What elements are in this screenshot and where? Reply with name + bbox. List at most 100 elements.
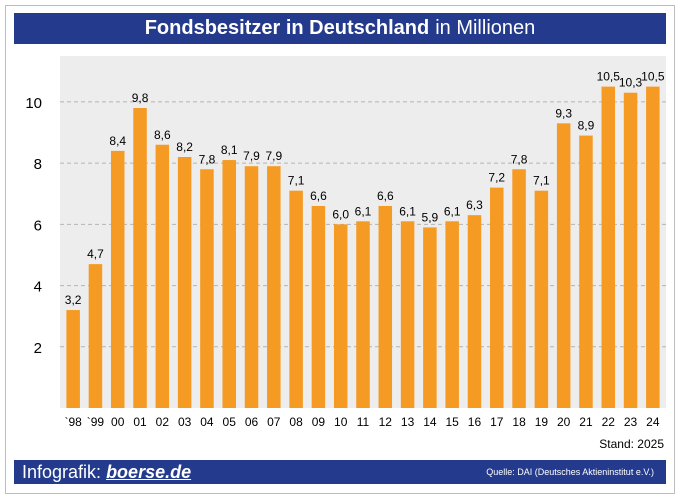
value-label: 6,3 [466, 198, 483, 212]
bar [155, 144, 170, 409]
x-tick-label: 19 [535, 415, 549, 429]
bar [601, 86, 616, 408]
bar [200, 169, 214, 408]
x-tick-label: 24 [646, 415, 660, 429]
x-tick-label: `99 [87, 415, 105, 429]
value-label: 8,6 [154, 128, 171, 142]
value-label: 8,4 [109, 134, 126, 148]
bar [556, 123, 571, 409]
bar [423, 227, 437, 408]
x-tick-label: 05 [223, 415, 237, 429]
bar [400, 221, 415, 408]
x-tick-label: 14 [423, 415, 437, 429]
bar [110, 150, 125, 408]
x-tick-label: 01 [133, 415, 147, 429]
x-tick-label: 15 [446, 415, 460, 429]
chart-title-bold: Fondsbesitzer in Deutschland [144, 17, 430, 39]
x-tick-label: 21 [579, 415, 593, 429]
infografik-label: Infografik: [22, 461, 102, 482]
value-label: 3,2 [65, 293, 82, 307]
bar [378, 205, 393, 408]
x-tick-label: 11 [357, 415, 370, 429]
value-label: 10,5 [597, 70, 621, 84]
value-label: 8,2 [176, 140, 193, 154]
bar [467, 215, 482, 408]
bar [66, 310, 80, 408]
bar [623, 92, 638, 408]
value-label: 9,3 [555, 106, 572, 120]
value-label: 4,7 [87, 247, 104, 261]
bar [579, 135, 593, 408]
value-label: 6,0 [332, 207, 349, 221]
value-label: 6,1 [355, 204, 372, 218]
x-tick-label: 17 [490, 415, 504, 429]
x-tick-label: 10 [334, 415, 348, 429]
bar [311, 205, 326, 408]
x-tick-labels: `98 `99 00 01 02 03 04 05 06 07 08 09 10 11 12 13 14 15 16… [64, 415, 659, 429]
value-label: 7,1 [533, 174, 550, 188]
bar [512, 169, 526, 408]
x-tick-label: 13 [401, 415, 415, 429]
bar [356, 221, 370, 408]
bar [445, 221, 459, 408]
footer-credit: Infografik: boerse.de [22, 462, 191, 483]
x-tick-label: 02 [156, 415, 170, 429]
y-tick-label: 6 [34, 217, 42, 234]
bar [490, 187, 504, 408]
value-label: 10,5 [641, 70, 665, 84]
title-bar: Fondsbesitzer in Deutschland in Millione… [14, 13, 666, 44]
value-label: 6,1 [399, 204, 416, 218]
value-label: 6,1 [444, 204, 461, 218]
bar [88, 264, 103, 408]
value-label: 9,8 [132, 91, 149, 105]
value-label: 8,1 [221, 143, 238, 157]
x-tick-label: 09 [312, 415, 326, 429]
y-tick-label: 2 [34, 340, 42, 357]
x-tick-label: 00 [111, 415, 125, 429]
bar [333, 224, 348, 408]
value-label: 7,9 [243, 149, 260, 163]
x-tick-label: 16 [468, 415, 482, 429]
bar [177, 157, 192, 408]
value-label: 10,3 [619, 76, 643, 90]
value-label: 8,9 [578, 119, 595, 133]
y-tick-label: 4 [34, 279, 42, 296]
source-note: Quelle: DAI (Deutsches Aktieninstitut e.… [486, 467, 654, 477]
value-label: 7,2 [488, 171, 505, 185]
value-label: 6,6 [377, 189, 394, 203]
x-tick-label: 06 [245, 415, 259, 429]
bar [534, 190, 549, 408]
bars [66, 86, 660, 409]
bar [244, 166, 259, 408]
bar [646, 86, 660, 408]
x-tick-label: 12 [379, 415, 393, 429]
value-label: 6,6 [310, 189, 327, 203]
value-label: 7,8 [199, 152, 216, 166]
x-tick-label: 22 [602, 415, 616, 429]
x-tick-label: 03 [178, 415, 192, 429]
x-tick-label: 04 [200, 415, 214, 429]
y-tick-labels: 2 4 6 8 10 [25, 95, 42, 357]
value-label: 7,1 [288, 174, 305, 188]
bar [289, 190, 303, 408]
bar [133, 108, 147, 408]
chart-title-unit: in Millionen [435, 17, 536, 39]
x-tick-label: 07 [267, 415, 281, 429]
value-label: 5,9 [422, 210, 439, 224]
footer-bar: Infografik: boerse.de Quelle: DAI (Deuts… [14, 460, 666, 484]
x-tick-label: 08 [289, 415, 303, 429]
y-tick-label: 8 [34, 156, 42, 173]
stand-date: Stand: 2025 [599, 437, 664, 451]
bar [267, 166, 281, 408]
bar [222, 160, 236, 408]
value-label: 7,9 [265, 149, 282, 163]
x-tick-label: 18 [512, 415, 526, 429]
value-labels: 3,2 4,7 8,4 9,8 8,6 8,2 7,8 8,1 7,9 7,9 7,1 6,6 6,0 6… [65, 70, 665, 307]
y-tick-label: 10 [25, 95, 42, 112]
x-tick-label: 20 [557, 415, 571, 429]
x-tick-label: 23 [624, 415, 638, 429]
x-tick-label: `98 [64, 415, 82, 429]
value-label: 7,8 [511, 152, 528, 166]
brand-logo[interactable]: boerse.de [106, 461, 192, 482]
